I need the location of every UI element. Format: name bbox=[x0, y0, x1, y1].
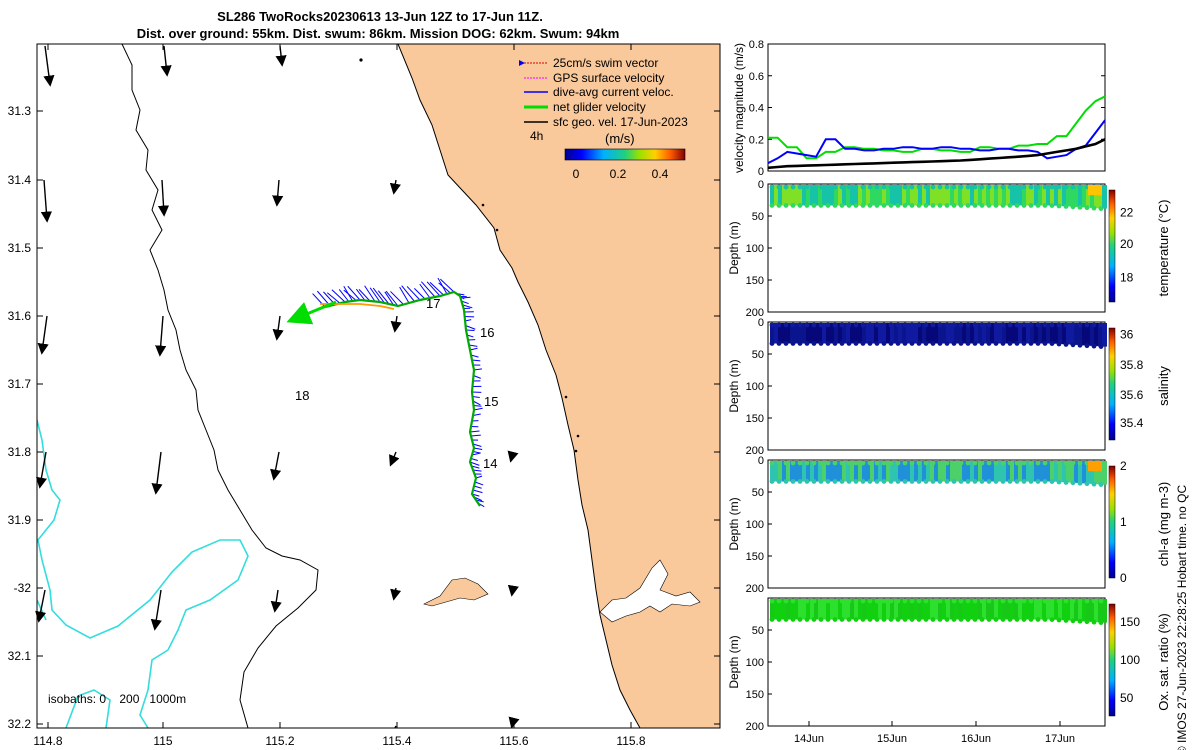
depth-ylabel: Depth (m) bbox=[727, 497, 741, 550]
velocity-y-tick: 0.4 bbox=[749, 103, 764, 115]
profile-panel-oxygen: 50 100 150 200 Depth (m) 50 100 150 Ox. sat. rat… bbox=[727, 598, 1171, 733]
map-y-tick: 31.3 bbox=[8, 104, 32, 118]
day-label-18: 18 bbox=[295, 388, 309, 403]
map-colorbar bbox=[565, 149, 685, 160]
day-label-17: 17 bbox=[426, 296, 440, 311]
profile-colorbar bbox=[1109, 466, 1115, 578]
colorbar-tick: 2 bbox=[1120, 459, 1127, 473]
depth-tick: 150 bbox=[746, 275, 764, 287]
map-x-tick: 115 bbox=[153, 734, 172, 748]
colorbar-tick: 100 bbox=[1120, 653, 1140, 667]
legend-net-velocity: net glider velocity bbox=[553, 100, 646, 114]
depth-tick: 50 bbox=[752, 625, 764, 637]
day-tick: 16Jun bbox=[961, 733, 991, 745]
title-line1: SL286 TwoRocks20230613 13-Jun 12Z to 17-… bbox=[217, 9, 543, 24]
profile-panels: 050100150200Depth (m)182022 temperature (… bbox=[727, 179, 1171, 733]
profile-colorbar bbox=[1109, 604, 1115, 716]
copyright-text: © IMOS 27-Jun-2023 22:28:25 Hobart time.… bbox=[1175, 485, 1189, 750]
depth-tick: 0 bbox=[758, 455, 764, 467]
colorbar-tick: 20 bbox=[1120, 237, 1134, 251]
map-x-tick: 115.2 bbox=[265, 734, 294, 748]
depth-tick: 50 bbox=[752, 349, 764, 361]
map-y-tick: 31.6 bbox=[8, 309, 32, 323]
profile-colorbar bbox=[1109, 190, 1115, 302]
time-step-label: 4h bbox=[530, 129, 543, 143]
colorbar-tick: 36 bbox=[1120, 328, 1134, 342]
map-y-tick: 31.5 bbox=[8, 241, 32, 255]
colorbar-tick: 18 bbox=[1120, 270, 1134, 284]
depth-tick: 150 bbox=[746, 551, 764, 563]
map-x-tick: 114.8 bbox=[33, 734, 62, 748]
map-y-tick: 31.4 bbox=[8, 173, 32, 187]
depth-ylabel: Depth (m) bbox=[727, 359, 741, 412]
colorbar-tick: 1 bbox=[1120, 515, 1127, 529]
map-panel: 17 16 15 14 18 25cm/s swim vector GPS su… bbox=[8, 44, 720, 748]
day-tick: 17Jun bbox=[1045, 733, 1075, 745]
colorbar-tick: 50 bbox=[1120, 691, 1134, 705]
day-label-16: 16 bbox=[480, 325, 494, 340]
velocity-y-tick: 0.2 bbox=[749, 134, 764, 146]
day-label-14: 14 bbox=[483, 456, 497, 471]
velocity-panel: 0 0.2 0.4 0.6 0.8 velocity magnitude (m/s) bbox=[732, 39, 1105, 178]
depth-tick: 0 bbox=[758, 317, 764, 329]
depth-tick: 100 bbox=[746, 243, 764, 255]
map-x-tick: 115.6 bbox=[499, 734, 528, 748]
colorbar-tick: 35.8 bbox=[1120, 358, 1144, 372]
depth-tick: 200 bbox=[746, 721, 764, 733]
depth-tick: 50 bbox=[752, 487, 764, 499]
colorbar-tick: 0 bbox=[1120, 571, 1127, 585]
map-y-tick: 31.7 bbox=[8, 377, 32, 391]
depth-tick: 100 bbox=[746, 657, 764, 669]
velocity-y-tick: 0.8 bbox=[749, 39, 764, 51]
depth-tick: 150 bbox=[746, 413, 764, 425]
map-x-tick: 115.8 bbox=[616, 734, 645, 748]
colorbar-label: chl-a (mg m-3) bbox=[1156, 482, 1171, 567]
colorbar-tick: 35.6 bbox=[1120, 388, 1144, 402]
depth-tick: 200 bbox=[746, 583, 764, 595]
map-y-tick: 32.2 bbox=[8, 717, 32, 731]
isobaths-note: isobaths: 0 200 1000m bbox=[48, 692, 186, 706]
current-vector bbox=[466, 330, 474, 331]
legend-gps-velocity: GPS surface velocity bbox=[553, 71, 664, 85]
velocity-y-tick: 0 bbox=[758, 166, 764, 178]
depth-ylabel: Depth (m) bbox=[727, 635, 741, 688]
colorbar-title: (m/s) bbox=[605, 131, 635, 146]
map-y-tick: 31.9 bbox=[8, 513, 32, 527]
legend-swim-vector: 25cm/s swim vector bbox=[553, 56, 658, 70]
depth-tick: 100 bbox=[746, 519, 764, 531]
map-y-tick: 32.1 bbox=[8, 649, 32, 663]
day-tick: 14Jun bbox=[794, 733, 824, 745]
colorbar-tick-0: 0 bbox=[573, 167, 580, 181]
colorbar-label: Ox. sat. ratio (%) bbox=[1156, 613, 1171, 711]
depth-tick: 100 bbox=[746, 381, 764, 393]
map-y-tick: -32 bbox=[14, 581, 32, 595]
day-label-15: 15 bbox=[484, 394, 498, 409]
figure: SL286 TwoRocks20230613 13-Jun 12Z to 17-… bbox=[0, 0, 1200, 750]
profile-panel-salinity: 0 50 100 150 200 Depth (m) 35.4 35.6 35.8 36 salin… bbox=[727, 317, 1171, 457]
profile-panel-chla: 0 50 100 150 200 Depth (m) 0 1 2 chl-a (mg m-3) bbox=[727, 455, 1171, 595]
depth-tick: 50 bbox=[752, 211, 764, 223]
legend-geo-velocity: sfc geo. vel. 17-Jun-2023 bbox=[553, 115, 688, 129]
velocity-ylabel: velocity magnitude (m/s) bbox=[732, 43, 746, 173]
map-y-tick: 31.8 bbox=[8, 445, 32, 459]
velocity-y-tick: 0.6 bbox=[749, 71, 764, 83]
profile-panel-temperature: 0 50 100 150 200 Depth (m) 18 20 22 temperature (… bbox=[727, 179, 1171, 319]
profile-colorbar bbox=[1109, 328, 1115, 440]
colorbar-tick: 150 bbox=[1120, 615, 1140, 629]
map-x-tick: 115.4 bbox=[382, 734, 411, 748]
colorbar-tick-1: 0.2 bbox=[610, 167, 627, 181]
depth-tick: 150 bbox=[746, 689, 764, 701]
depth-tick: 0 bbox=[758, 179, 764, 191]
title-line2: Dist. over ground: 55km. Dist. swum: 86k… bbox=[137, 26, 620, 41]
colorbar-tick-2: 0.4 bbox=[652, 167, 669, 181]
depth-ylabel: Depth (m) bbox=[727, 221, 741, 274]
day-tick: 15Jun bbox=[877, 733, 907, 745]
colorbar-tick: 22 bbox=[1120, 205, 1134, 219]
colorbar-label: temperature (°C) bbox=[1156, 200, 1171, 297]
colorbar-tick: 35.4 bbox=[1120, 416, 1144, 430]
legend-dive-avg: dive-avg current veloc. bbox=[553, 85, 674, 99]
colorbar-label: salinity bbox=[1156, 366, 1171, 406]
